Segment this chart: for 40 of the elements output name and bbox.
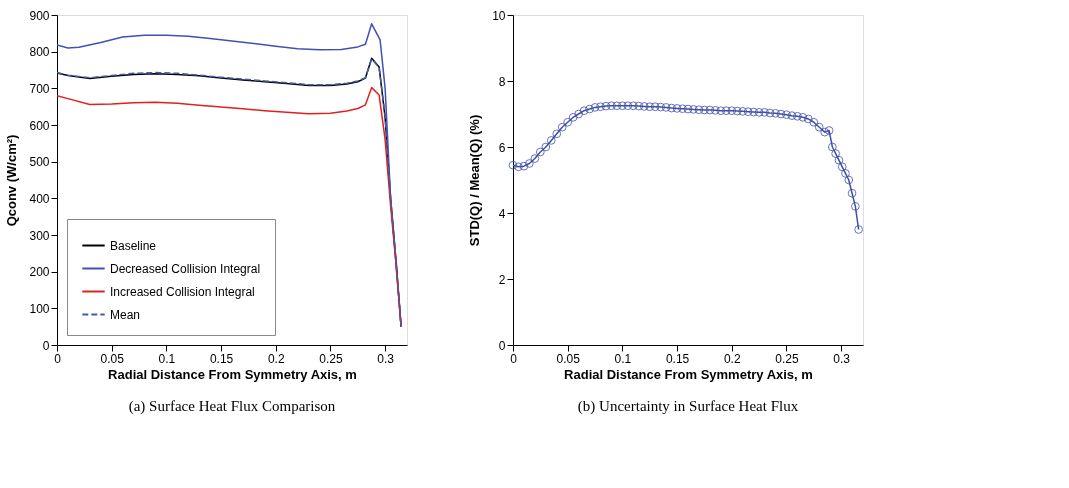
x-tick-label: 0.3 [377,351,395,366]
y-tick-label: 4 [498,206,506,221]
x-tick-label: 0.05 [100,351,125,366]
x-tick-label: 0.25 [319,351,343,366]
y-tick-label: 2 [498,272,506,287]
text: (b) Uncertainty in Surface Heat Flux [577,398,799,415]
legend-label: Mean [110,307,141,322]
x-tick-label: 0 [510,351,518,366]
y-tick-label: 0 [42,338,50,353]
legend-label: Decreased Collision Integral [110,261,261,276]
x-tick-label: 0.25 [775,351,799,366]
y-tick-label: 100 [29,301,50,316]
x-axis-title: Radial Distance From Symmetry Axis, m [108,366,357,382]
x-tick-label: 0.2 [267,351,285,366]
x-tick-label: 0.1 [614,351,632,366]
y-axis-title: Qconv (W/cm²) [4,134,20,227]
y-tick-label: 800 [29,45,50,60]
x-tick-label: 0.3 [833,351,851,366]
y-tick-label: 500 [29,155,50,170]
y-tick-label: 400 [29,191,50,206]
x-tick-label: 0.15 [209,351,234,366]
y-tick-label: 0 [498,338,506,353]
y-tick-label: 300 [29,228,50,243]
y-tick-label: 700 [29,81,50,96]
x-axis-title: Radial Distance From Symmetry Axis, m [564,366,813,382]
y-tick-label: 8 [498,74,506,89]
y-tick-label: 600 [29,118,50,133]
y-axis-title: STD(Q) / Mean(Q) (%) [467,114,483,247]
text: (a) Surface Heat Flux Comparison [128,398,336,415]
legend-label: Baseline [110,238,157,253]
x-tick-label: 0.2 [723,351,741,366]
y-tick-label: 200 [29,265,50,280]
x-tick-label: 0 [54,351,62,366]
x-tick-label: 0.05 [556,351,581,366]
x-tick-label: 0.15 [665,351,690,366]
y-tick-label: 6 [498,140,506,155]
legend-label: Increased Collision Integral [110,284,255,299]
y-tick-label: 10 [492,8,506,23]
y-tick-label: 900 [29,8,50,23]
x-tick-label: 0.1 [158,351,176,366]
